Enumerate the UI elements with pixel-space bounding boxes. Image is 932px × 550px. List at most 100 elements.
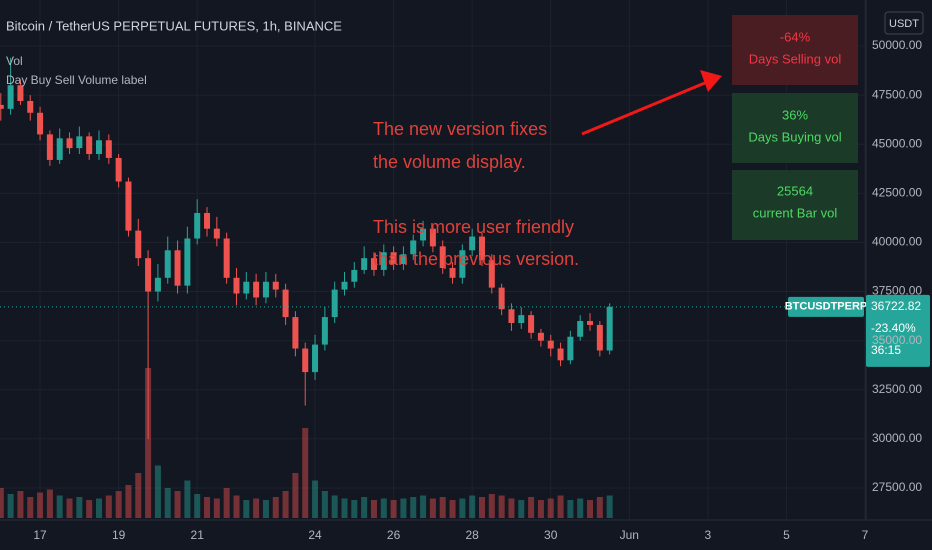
candle-body [184,238,191,286]
volume-bar [184,480,191,518]
y-tick-label: 40000.00 [872,235,922,249]
candle-body [37,112,44,135]
x-tick-label: 21 [191,528,205,542]
volume-bar [253,498,260,518]
candle-body [537,332,544,341]
volume-bar [86,500,93,518]
table-value: 36% [782,107,808,122]
candle-body [508,309,515,323]
y-tick-label: 47500.00 [872,87,922,101]
volume-bar [76,497,83,518]
volume-bar [606,495,613,518]
volume-bar [154,465,161,518]
candle-body [312,344,319,373]
candle-body [17,85,24,101]
volume-bar [95,498,102,518]
candle-body [125,181,132,231]
y-tick-label: 35000.00 [872,333,922,347]
table-label: Days Buying vol [748,129,841,144]
volume-bar [105,495,112,518]
table-value: -64% [780,29,811,44]
candle-body [577,321,584,337]
candle-body [478,236,485,261]
volume-bar [508,498,515,518]
table-label: Days Selling vol [749,51,842,66]
volume-bar [341,498,348,518]
table-cell [732,15,858,85]
volume-bar [223,488,230,518]
candles [0,57,613,439]
volume-bar [46,489,53,518]
volume-bar [478,497,485,518]
volume [0,368,613,518]
volume-bar [312,480,319,518]
candle-body [223,238,230,278]
countdown-label: 36:15 [871,343,901,357]
volume-bar [361,497,368,518]
x-tick-label: 30 [544,528,558,542]
candle-body [321,317,328,345]
candle-body [488,260,495,288]
volume-bar [410,497,417,518]
volume-bar [66,498,73,518]
volume-bar [469,495,476,518]
chart-title: Bitcoin / TetherUS PERPETUAL FUTURES, 1h… [6,18,342,33]
volume-bar [17,491,24,518]
table-cell [732,93,858,163]
candle-body [587,321,594,325]
volume-bar [135,473,142,518]
candle-body [46,134,53,160]
candle-body [272,281,279,290]
y-tick-label: 45000.00 [872,136,922,150]
volume-bar [272,497,279,518]
symbol-label: BTCUSDTPERP [785,301,868,313]
candle-body [154,277,161,292]
candle-body [410,240,417,255]
candle-body [213,228,220,239]
y-tick-label: 50000.00 [872,38,922,52]
x-tick-label: 28 [465,528,479,542]
y-tick-label: 42500.00 [872,185,922,199]
currency-label[interactable]: USDT [889,18,919,30]
last-price-label: 36722.82 [871,299,921,313]
candle-body [596,324,603,351]
volume-bar [537,500,544,518]
volume-bar [37,492,44,518]
volume-bar [420,495,427,518]
currency-button[interactable] [884,11,924,35]
volume-bar [174,491,181,518]
candle-body [243,281,250,294]
volume-bar [577,498,584,518]
candle-body [341,281,348,290]
volume-bar [292,473,299,518]
volume-bar [145,368,152,518]
volume-bar [56,495,63,518]
annotation-line: The new version fixes [373,119,547,139]
volume-bar [27,497,34,518]
symbol-badge [788,296,864,317]
x-tick-label: 17 [33,528,47,542]
volume-bar [528,497,535,518]
volume-bar [429,498,436,518]
table-label: current Bar vol [753,205,838,220]
arrow [581,70,722,136]
candle-body [302,348,309,373]
candle-body [174,250,181,286]
volume-bar [547,498,554,518]
candle-body [459,250,466,278]
annotation-line: than the previous version. [373,249,579,269]
candle-body [76,136,83,149]
candle-body [253,281,260,298]
volume-bar [567,500,574,518]
volume-bar [370,500,377,518]
candle-body [469,236,476,251]
candle-body [292,317,299,349]
candle-body [194,212,201,239]
annotation-line: the volume display. [373,152,526,172]
candle-body [331,289,338,318]
candle-body [262,281,269,298]
candle-body [547,340,554,349]
candle-body [606,306,613,351]
